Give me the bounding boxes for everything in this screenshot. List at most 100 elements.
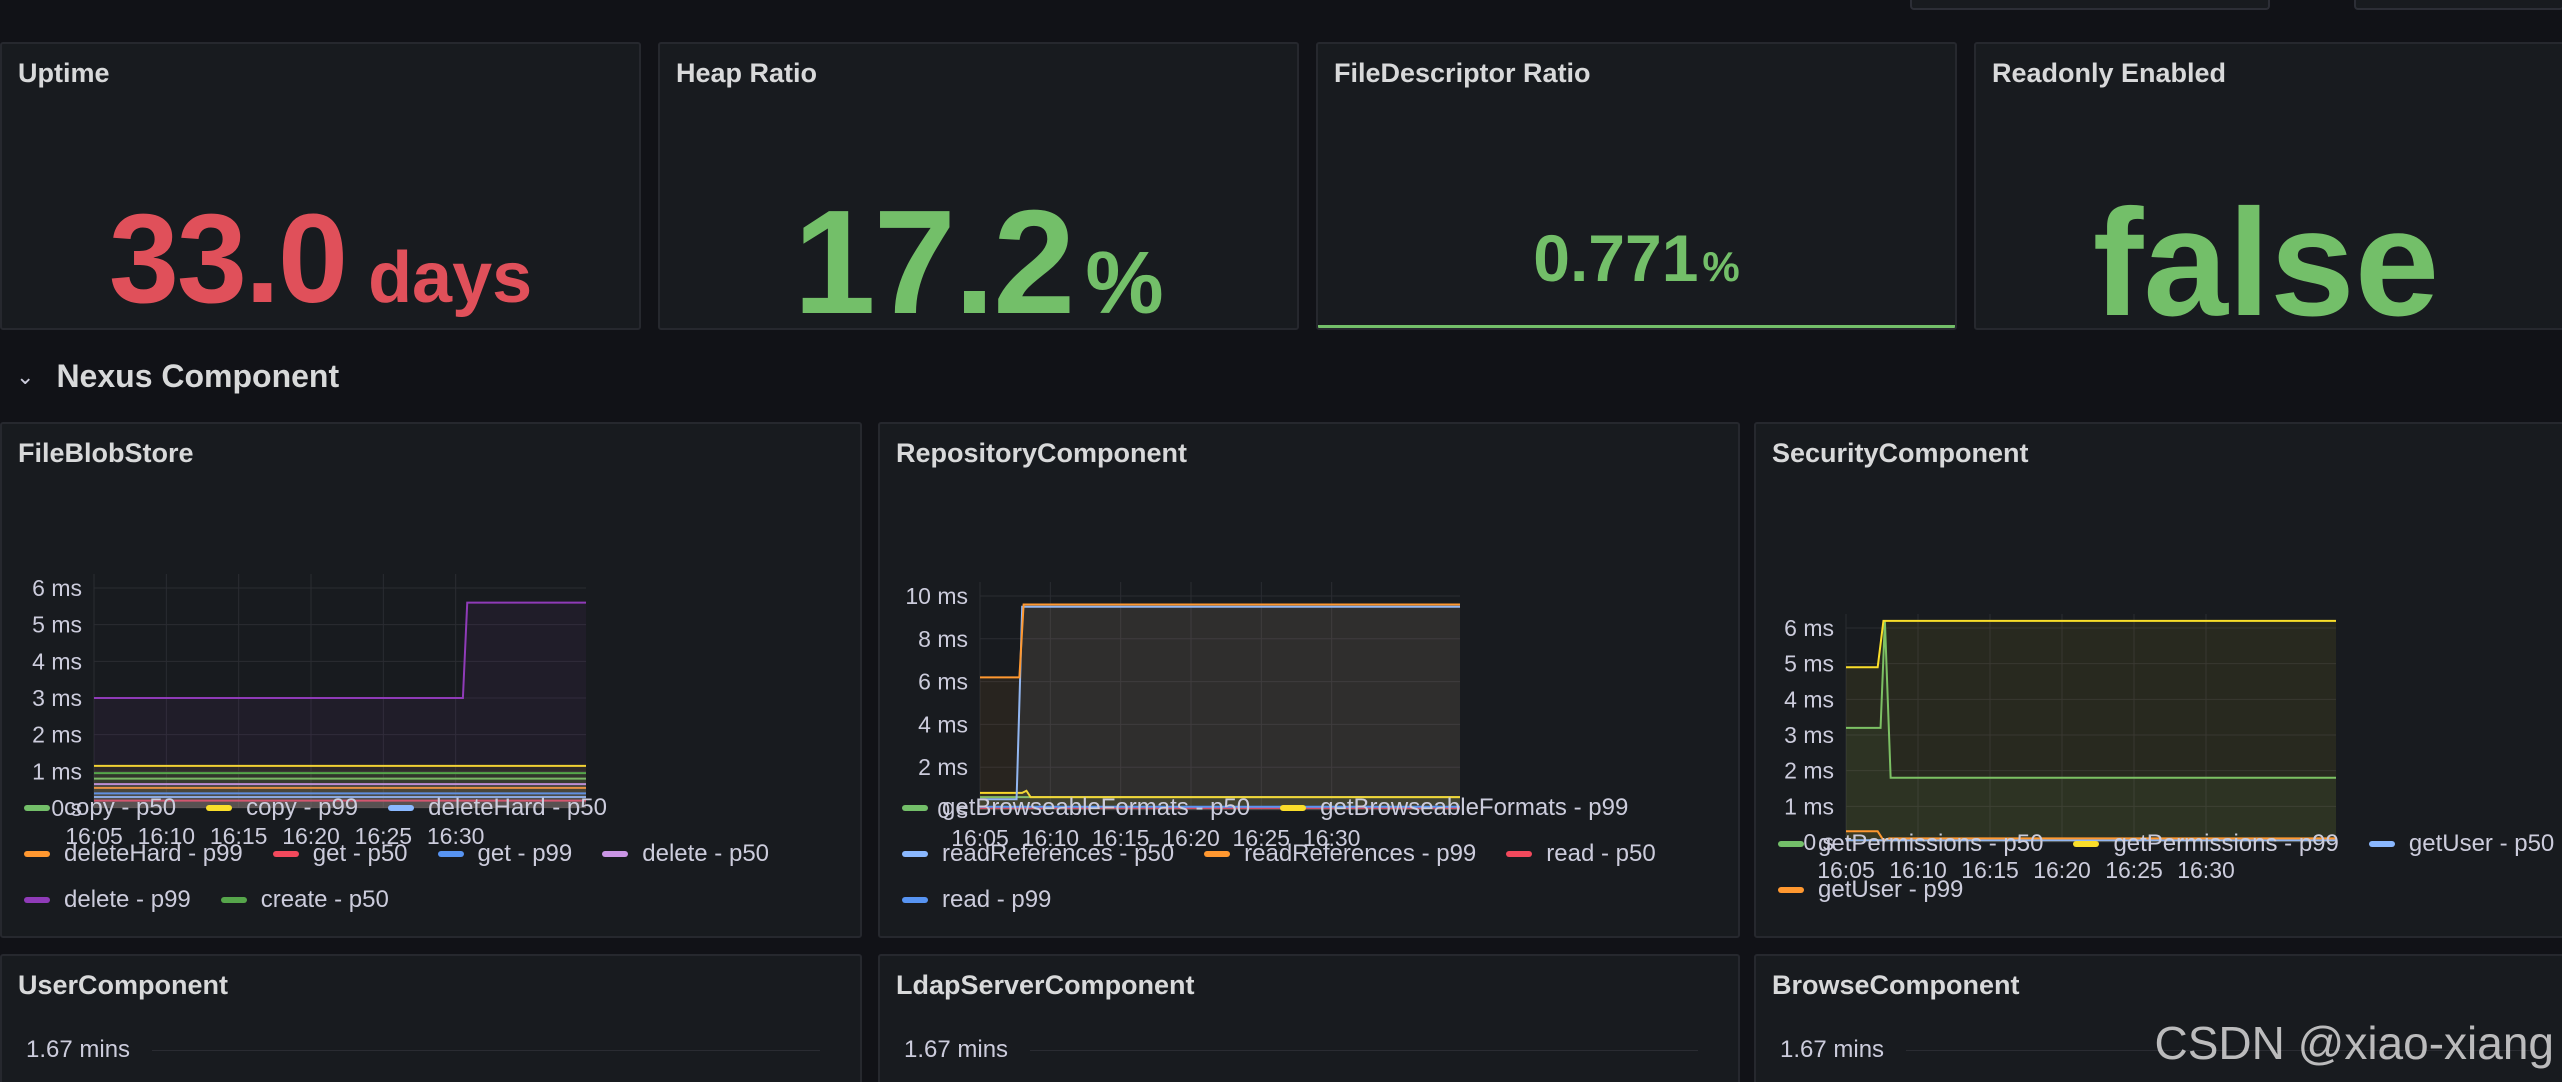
legend-item[interactable]: getBrowseableFormats - p50 (902, 792, 1250, 824)
legend-label: getPermissions - p50 (1818, 830, 2044, 857)
x-tick-label: 16:30 (1303, 825, 1361, 851)
legend-label: readReferences - p99 (1244, 840, 1477, 867)
legend-item[interactable]: deleteHard - p99 (24, 838, 243, 870)
legend-item[interactable]: deleteHard - p50 (388, 792, 607, 824)
legend-item[interactable]: read - p99 (902, 884, 1051, 916)
legend-swatch (206, 805, 233, 811)
y-tick-label: 1.67 mins (26, 1036, 131, 1063)
heap-ratio-value: 17.2 % (660, 178, 1297, 328)
legend-label: get - p99 (477, 840, 573, 867)
x-tick-label: 16:20 (1162, 825, 1220, 851)
legend-label: getBrowseableFormats - p50 (942, 794, 1251, 821)
legend-item[interactable]: delete - p50 (602, 838, 769, 870)
sparkline-baseline (1318, 325, 1955, 328)
legend-swatch (24, 897, 50, 903)
legend-item[interactable]: getBrowseableFormats - p99 (1280, 792, 1628, 824)
legend-item[interactable]: create - p50 (220, 884, 389, 916)
readonly-enabled-value: false (1976, 176, 2562, 330)
panel-usercomponent: UserComponent 1.67 mins (0, 954, 862, 1082)
y-tick-label: 1.67 mins (904, 1036, 1009, 1063)
legend-item[interactable]: copy - p99 (206, 792, 358, 824)
fileblobstore-chart[interactable]: 6 ms 5 ms 4 ms 3 ms 2 ms 1 ms 0 s16:05 16:10 16:… (2, 498, 862, 868)
legend-label: deleteHard - p99 (64, 840, 243, 867)
legend-swatch (1778, 841, 1804, 847)
legend-swatch (1506, 851, 1533, 857)
y-tick-label: 0 s (937, 797, 968, 823)
series-area (94, 602, 586, 808)
repositorycomponent-chart[interactable]: 10 ms 8 ms 6 ms 4 ms 2 ms 0 s16:05 16:10 16:15 1… (880, 498, 1740, 868)
series-area (980, 606, 1460, 810)
refresh-picker[interactable] (2354, 0, 2562, 10)
legend-label: read - p99 (942, 886, 1052, 913)
legend-label: copy - p99 (246, 794, 359, 821)
legend-item[interactable]: getUser - p99 (1778, 874, 1963, 906)
legend-item[interactable]: get - p50 (272, 838, 408, 870)
legend-label: read - p50 (1546, 840, 1656, 867)
legend-item[interactable]: getUser - p50 (2368, 828, 2554, 860)
series-area (980, 790, 1460, 810)
y-tick-label: 0 s (1803, 829, 1834, 855)
legend-swatch (2073, 841, 2100, 847)
stat-number: false (2092, 178, 2440, 330)
legend-swatch (24, 851, 50, 857)
legend-item[interactable]: copy - p50 (24, 792, 176, 824)
y-tick-label: 6 ms (32, 575, 82, 601)
legend-label: copy - p50 (64, 794, 177, 821)
legend-item[interactable]: get - p99 (437, 838, 573, 870)
y-tick-label: 5 ms (32, 612, 82, 638)
legend-swatch (2368, 841, 2395, 847)
y-tick-label: 2 ms (918, 754, 968, 780)
legend-swatch (602, 851, 629, 857)
row-title: Nexus Component (56, 358, 340, 394)
chevron-down-icon: ⌄ (16, 363, 35, 389)
legend-swatch (1778, 887, 1804, 893)
legend-label: readReferences - p50 (942, 840, 1175, 867)
panel-title: LdapServerComponent (896, 970, 1195, 1000)
legend-label: deleteHard - p50 (428, 794, 607, 821)
legend-swatch (388, 805, 415, 811)
panel-title: FileDescriptor Ratio (1334, 58, 1591, 88)
gridline (1906, 1050, 2532, 1051)
series-area (1846, 620, 2336, 842)
legend-swatch (902, 897, 928, 903)
row-header-nexus-component[interactable]: ⌄ Nexus Component (16, 358, 339, 395)
series-line (1846, 830, 2336, 842)
panel-title: SecurityComponent (1772, 438, 2029, 468)
panel-title: RepositoryComponent (896, 438, 1188, 468)
y-tick-label: 6 ms (918, 669, 968, 695)
legend-item[interactable]: readReferences - p50 (902, 838, 1174, 870)
legend-item[interactable]: getPermissions - p99 (2073, 828, 2339, 860)
x-tick-label: 16:20 (2033, 857, 2091, 883)
y-tick-label: 3 ms (1784, 722, 1834, 748)
filedescriptor-ratio-value: 0.771 % (1318, 220, 1955, 296)
legend-swatch (1280, 805, 1307, 811)
time-range-picker[interactable] (1910, 0, 2270, 10)
legend-swatch (902, 805, 928, 811)
legend-label: get - p50 (312, 840, 408, 867)
panel-repositorycomponent: RepositoryComponent 10 ms 8 ms 6 ms 4 ms 2 m… (878, 422, 1740, 938)
securitycomponent-chart[interactable]: 6 ms 5 ms 4 ms 3 ms 2 ms 1 ms 0 s16:05 16:10 16:… (1756, 498, 2562, 918)
legend-item[interactable]: getPermissions - p50 (1778, 828, 2043, 860)
stat-panel-readonly-enabled: Readonly Enabled false (1974, 42, 2562, 330)
legend: getBrowseableFormats - p50 getBrowseableF… (902, 792, 1728, 916)
y-tick-label: 3 ms (32, 685, 82, 711)
y-tick-label: 2 ms (32, 722, 82, 748)
panel-title: FileBlobStore (18, 438, 194, 468)
legend-item[interactable]: read - p50 (1506, 838, 1656, 870)
legend-swatch (437, 851, 464, 857)
legend-item[interactable]: readReferences - p99 (1204, 838, 1476, 870)
panel-title: Uptime (18, 58, 110, 88)
series-line (94, 601, 586, 699)
series-area (1846, 620, 2336, 842)
legend-label: getBrowseableFormats - p99 (1320, 794, 1629, 821)
x-tick-label: 16:05 (65, 823, 123, 849)
legend-swatch (220, 897, 247, 903)
y-tick-label: 2 ms (1784, 758, 1834, 784)
legend-item[interactable]: delete - p99 (24, 884, 191, 916)
x-tick-label: 16:25 (355, 823, 413, 849)
panel-title: Readonly Enabled (1992, 58, 2227, 88)
gridline (152, 1050, 820, 1051)
x-tick-label: 16:15 (210, 823, 268, 849)
y-tick-label: 5 ms (1784, 651, 1834, 677)
x-tick-label: 16:10 (1022, 825, 1080, 851)
